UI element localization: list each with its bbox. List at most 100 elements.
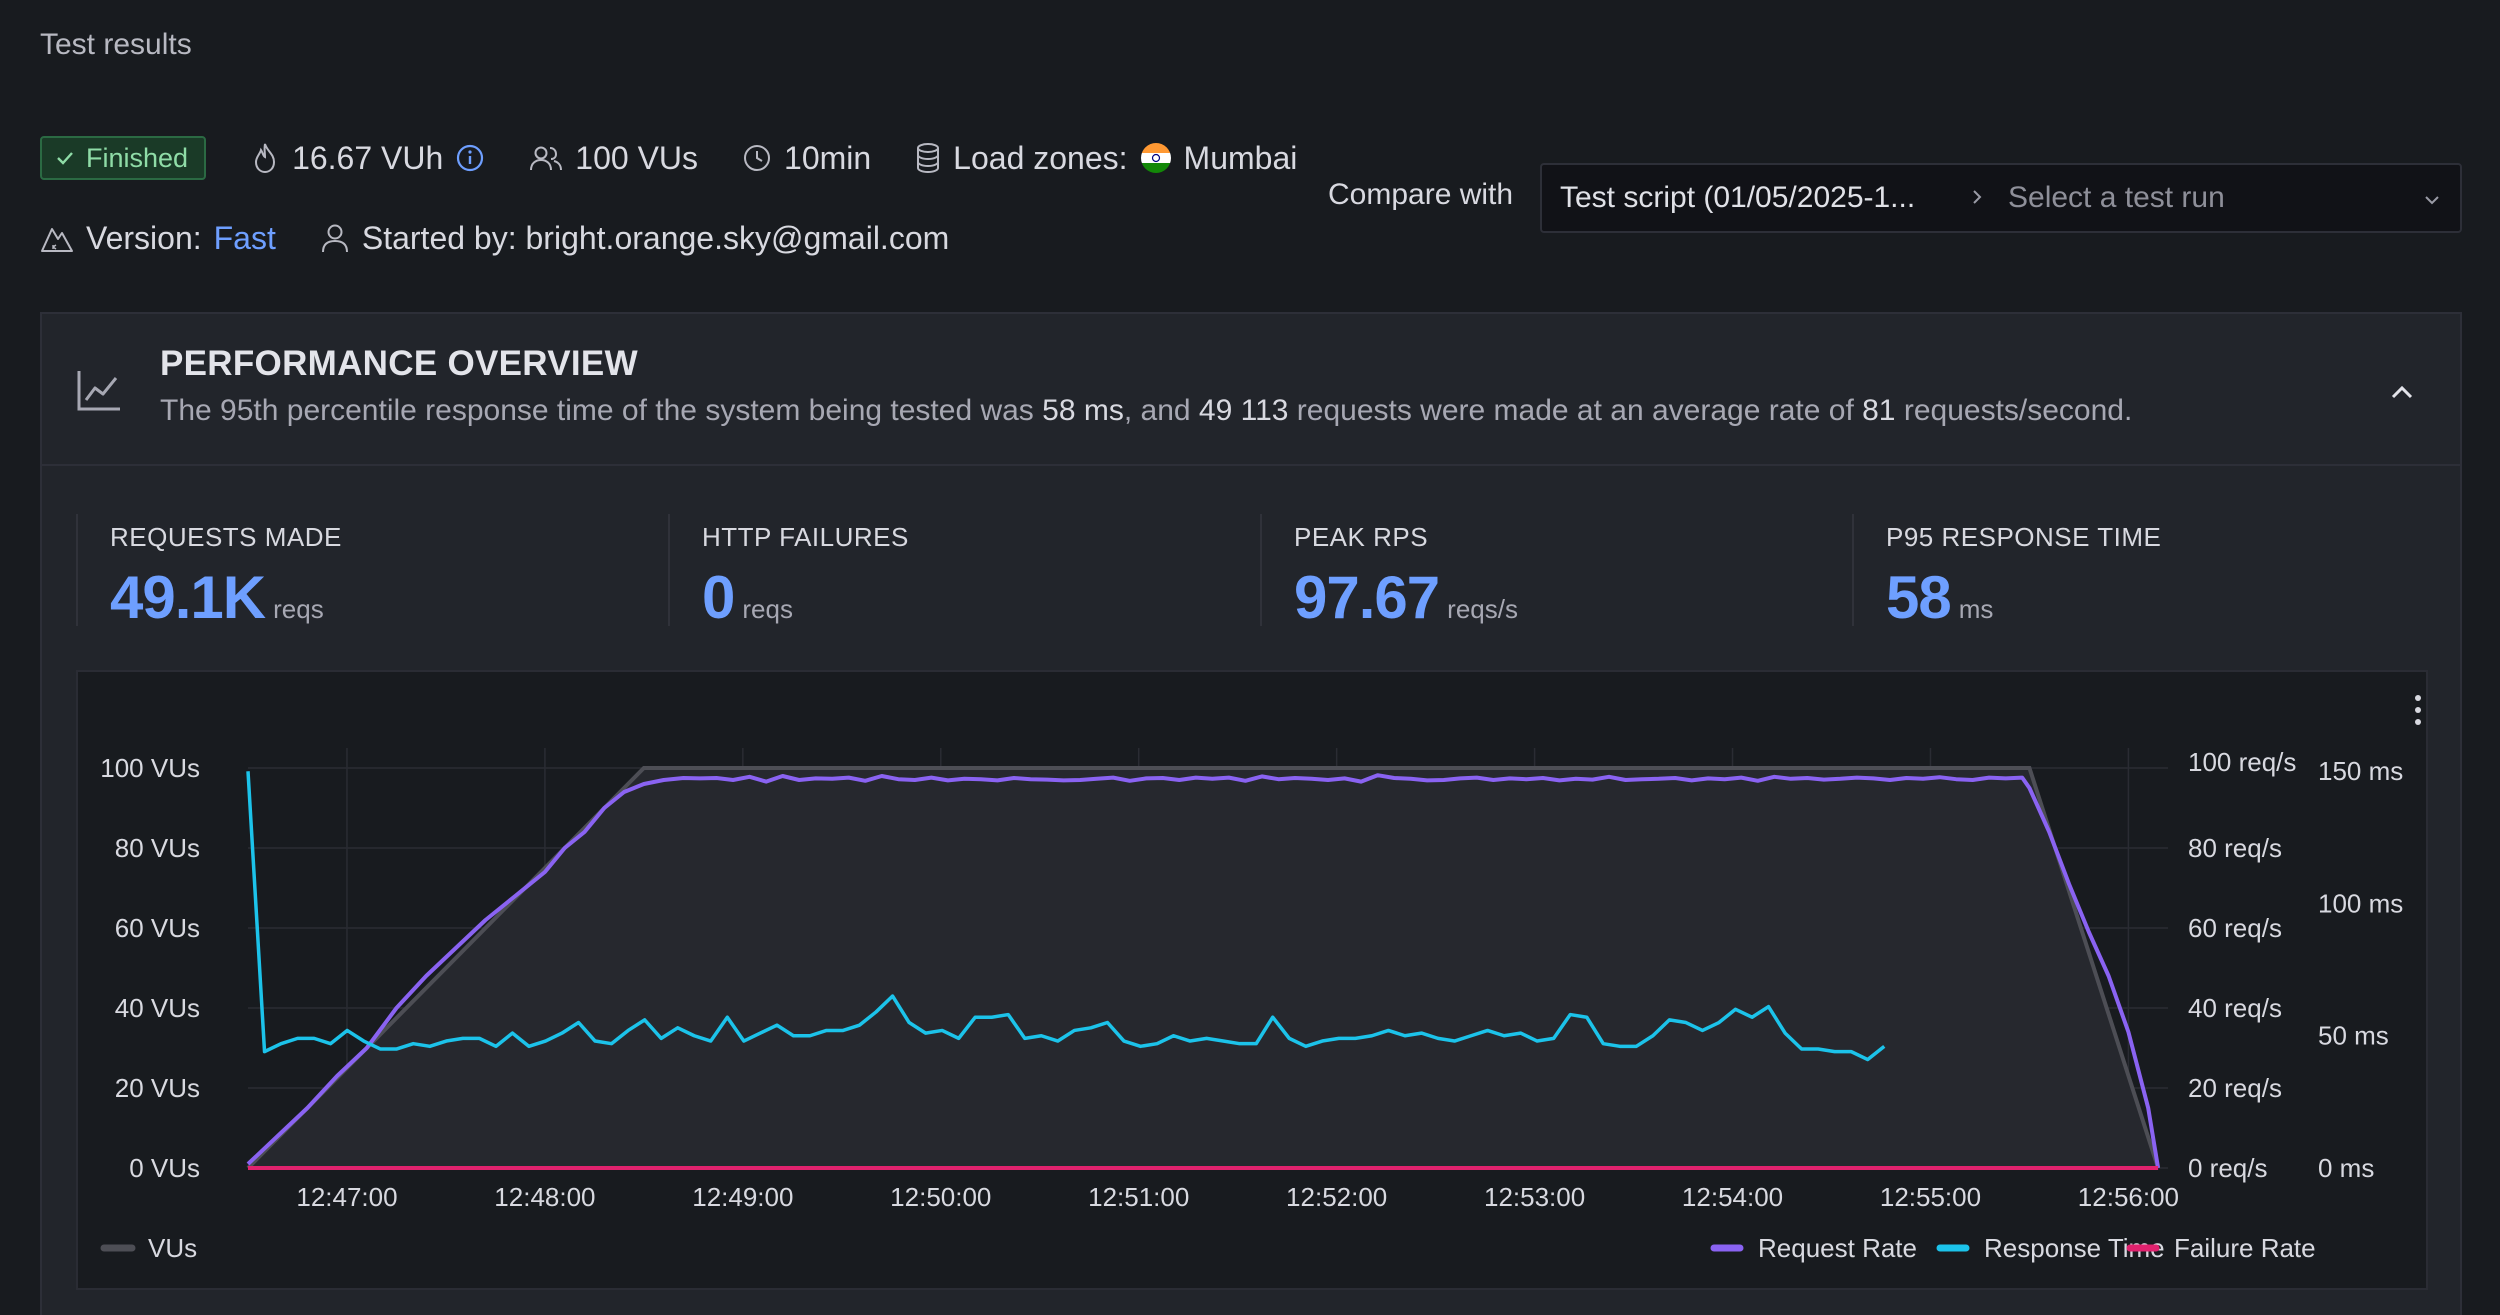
duration-item: 10min [742,140,871,177]
version-item: Version: Fast [40,220,276,257]
k6-logo-icon [41,228,73,252]
stat-unit: reqs [742,594,793,624]
vuh-value: 16.67 VUh [292,139,444,176]
stat-http-failures: HTTP FAILURES 0 reqs [668,514,1228,631]
compare-run-placeholder[interactable]: Select a test run [2008,181,2225,214]
y-left-tick-label: 40 VUs [115,993,200,1023]
stat-unit: ms [1958,594,1994,624]
y-right2-tick-label: 150 ms [2318,756,2403,786]
performance-overview-panel: PERFORMANCE OVERVIEW The 95th percentile… [40,312,2462,1315]
y-left-tick-label: 80 VUs [115,833,200,863]
x-tick-label: 12:54:00 [1682,1182,1783,1212]
stat-label: P95 RESPONSE TIME [1886,522,2162,552]
compare-script-name[interactable]: Test script (01/05/2025-1... [1560,181,1916,214]
vus-series-line [246,766,2161,1170]
chevron-up-icon[interactable] [2382,372,2422,412]
summary-requests: 49 113 [1198,394,1289,427]
page-title: Test results [40,28,192,61]
x-tick-label: 12:56:00 [2078,1182,2179,1212]
more-options-icon[interactable] [2408,692,2428,728]
y-right-tick-label: 40 req/s [2188,993,2282,1023]
india-flag-icon [1140,143,1171,173]
y-right2-tick-label: 50 ms [2318,1021,2389,1051]
stat-p95-response-time: P95 RESPONSE TIME 58 ms [1852,514,2412,631]
compare-label: Compare with [1328,178,1514,211]
legend-label-vus: VUs [148,1233,197,1263]
x-tick-label: 12:49:00 [692,1182,793,1212]
line-chart-icon [77,371,120,411]
legend-label: Request Rate [1758,1233,1917,1263]
chart-svg: 12:47:00 12:48:00 12:49:00 12:50:00 12:51:00… [100,747,2403,1263]
vuh-item: 16.67 VUh [250,140,485,177]
x-tick-label: 12:52:00 [1286,1182,1387,1212]
stat-label: REQUESTS MADE [110,522,342,552]
y-right-tick-label: 20 req/s [2188,1073,2282,1103]
test-meta-row: Finished 16.67 VUh 100 VUs 10min [40,134,1297,182]
started-by-text: Started by: bright.orange.sky@gmail.com [361,219,950,256]
stat-requests-made: REQUESTS MADE 49.1K reqs [76,514,636,631]
stat-value: 97.67 [1294,564,1440,631]
compare-select[interactable]: Test script (01/05/2025-1... Select a te… [1540,163,2462,233]
vus-item: 100 VUs [529,140,698,177]
y-right2-tick-label: 100 ms [2318,888,2403,918]
legend-label: Failure Rate [2174,1233,2316,1263]
response-time-line [246,771,1886,1062]
users-icon [530,146,563,171]
panel-title: PERFORMANCE OVERVIEW [160,344,638,383]
status-badge: Finished [40,136,207,180]
version-link[interactable]: Fast [213,219,276,256]
summary-text-4: requests/second. [1895,394,2133,427]
y-right-tick-label: 60 req/s [2188,913,2282,943]
summary-text-3: requests were made at an average rate of [1288,394,1863,427]
stat-value: 58 [1886,564,1952,631]
x-tick-label: 12:50:00 [890,1182,991,1212]
stat-unit: reqs [273,594,324,624]
x-tick-label: 12:48:00 [494,1182,595,1212]
request-rate-line [246,773,2161,1169]
vus-area [248,768,2159,1168]
summary-p95: 58 ms [1042,394,1124,427]
info-icon[interactable] [455,143,485,173]
summary-text-1: The 95th percentile response time of the… [160,394,1043,427]
stat-value: 0 [702,564,735,631]
duration-value: 10min [784,139,872,176]
database-icon [917,143,940,174]
stat-label: PEAK RPS [1294,522,1429,552]
panel-header[interactable]: PERFORMANCE OVERVIEW The 95th percentile… [42,314,2460,466]
vus-value: 100 VUs [575,139,699,176]
y-left-tick-label: 20 VUs [115,1073,200,1103]
y-right2-tick-label: 0 ms [2318,1153,2374,1183]
y-left-tick-label: 100 VUs [100,753,200,783]
summary-rate: 81 [1862,394,1896,427]
panel-summary: The 95th percentile response time of the… [160,394,2132,428]
stat-label: HTTP FAILURES [702,522,909,552]
user-icon [321,224,348,253]
y-left-tick-label: 60 VUs [115,913,200,943]
x-tick-label: 12:47:00 [296,1182,397,1212]
summary-text-2: , and [1123,394,1199,427]
flame-icon [255,143,276,174]
stat-peak-rps: PEAK RPS 97.67 reqs/s [1260,514,1820,631]
x-tick-label: 12:53:00 [1484,1182,1585,1212]
stat-unit: reqs/s [1447,594,1518,624]
check-icon [57,152,73,165]
version-label: Version: [86,219,202,256]
status-label: Finished [86,142,189,173]
overview-chart: 12:47:00 12:48:00 12:49:00 12:50:00 12:51:00… [76,670,2428,1290]
y-left-tick-label: 0 VUs [129,1153,200,1183]
test-meta-row-2: Version: Fast Started by: bright.orange.… [40,214,949,262]
load-zone-value: Mumbai [1183,139,1298,176]
x-tick-label: 12:55:00 [1880,1182,1981,1212]
y-right-tick-label: 0 req/s [2188,1153,2268,1183]
load-zones-label: Load zones: [953,139,1128,176]
y-right-tick-label: 80 req/s [2188,833,2282,863]
stat-value: 49.1K [110,564,266,631]
load-zones-item: Load zones: Mumbai [915,140,1297,177]
y-right-tick-label: 100 req/s [2188,747,2296,777]
clock-icon [744,145,771,171]
x-tick-label: 12:51:00 [1088,1182,1189,1212]
chevron-right-icon [1952,181,2002,215]
chevron-down-icon[interactable] [2402,181,2442,215]
started-by-item: Started by: bright.orange.sky@gmail.com [320,220,949,257]
